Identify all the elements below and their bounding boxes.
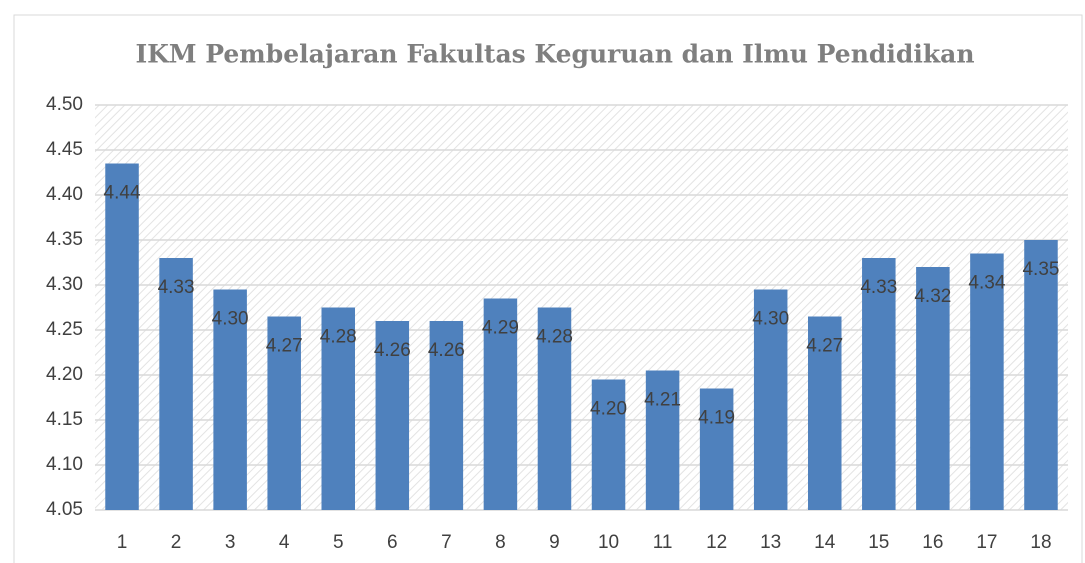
bar [645,370,680,510]
bar [483,298,518,510]
data-label: 4.30 [212,309,249,330]
y-tick-label: 4.40 [46,184,83,205]
y-tick-label: 4.35 [46,229,83,250]
y-tick-label: 4.50 [46,94,83,115]
bar [537,307,572,510]
bar [862,258,896,510]
x-tick-label: 2 [171,532,182,553]
data-label: 4.19 [698,408,735,429]
data-label: 4.28 [320,327,357,348]
data-label: 4.20 [590,399,627,420]
x-tick-label: 18 [1030,532,1051,553]
x-tick-label: 15 [868,532,889,553]
bar [321,307,356,510]
x-tick-label: 12 [706,532,727,553]
data-label: 4.26 [428,340,465,361]
data-label: 4.44 [104,183,141,204]
data-label: 4.28 [536,327,573,348]
x-tick-label: 3 [225,532,236,553]
x-tick-label: 5 [333,532,344,553]
data-label: 4.33 [158,277,195,298]
data-label: 4.27 [266,336,303,357]
bar [267,316,301,510]
x-tick-label: 9 [549,532,560,553]
x-tick-label: 14 [814,532,836,553]
data-label: 4.26 [374,340,411,361]
data-label: 4.29 [482,318,519,339]
bar [753,289,788,510]
bar [699,388,734,510]
x-tick-label: 6 [387,532,398,553]
data-label: 4.30 [752,309,789,330]
bar [807,316,842,510]
bar [1024,240,1058,510]
x-tick-label: 7 [441,532,452,553]
y-tick-label: 4.05 [46,499,83,520]
bar [429,321,464,510]
data-label: 4.33 [860,277,897,298]
data-label: 4.32 [914,286,951,307]
x-tick-label: 16 [922,532,943,553]
x-tick-label: 13 [760,532,781,553]
bar [159,258,193,510]
y-tick-label: 4.30 [46,274,83,295]
bar [916,267,950,510]
x-tick-label: 11 [653,532,673,553]
bar [375,321,410,510]
chart-title: IKM Pembelajaran Fakultas Keguruan dan I… [135,40,974,69]
y-tick-label: 4.15 [46,409,83,430]
x-tick-label: 1 [117,532,128,553]
bar [105,163,139,510]
y-tick-label: 4.25 [46,319,83,340]
y-tick-label: 4.10 [46,454,83,475]
x-tick-label: 4 [279,532,290,553]
x-tick-label: 8 [495,532,506,553]
y-tick-label: 4.45 [46,139,83,160]
bar [970,253,1004,510]
y-tick-label: 4.20 [46,364,83,385]
data-label: 4.21 [644,390,681,411]
data-label: 4.35 [1022,259,1059,280]
x-tick-label: 17 [976,532,997,553]
data-label: 4.27 [806,336,843,357]
data-label: 4.34 [968,273,1005,294]
bar [591,379,626,510]
plot-area [95,105,1068,510]
bar [213,289,247,510]
x-tick-label: 10 [598,532,619,553]
